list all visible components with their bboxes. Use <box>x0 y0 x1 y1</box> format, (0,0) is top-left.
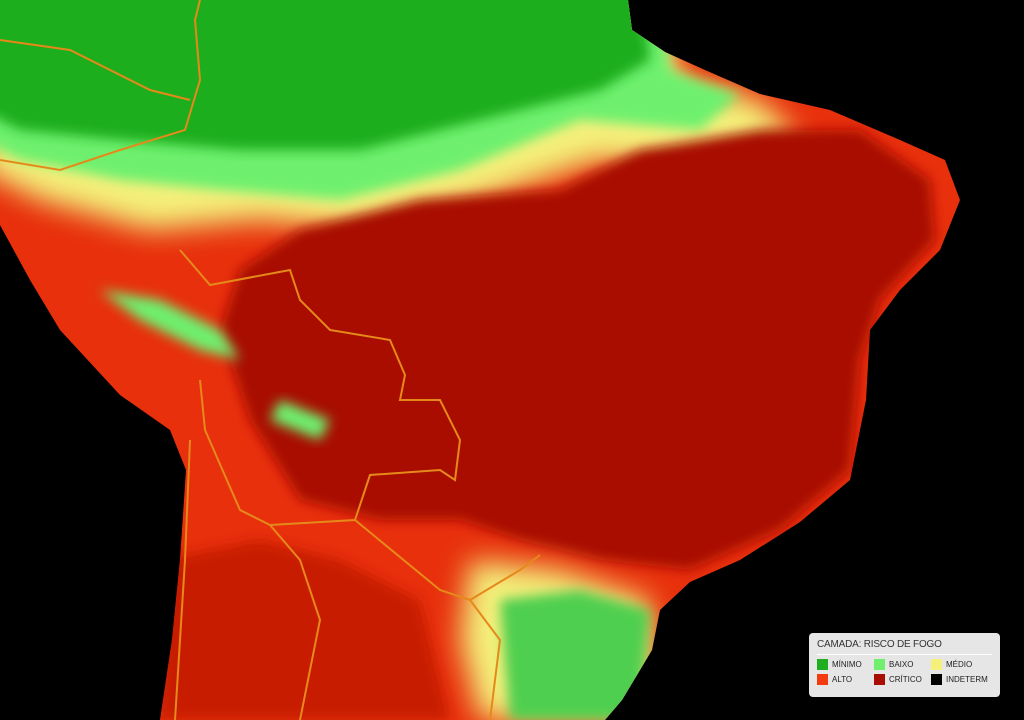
legend-label: INDETERMINADO <box>946 675 988 684</box>
legend-swatch <box>817 659 828 670</box>
legend-label: BAIXO <box>889 660 914 669</box>
legend-title: CAMADA: RISCO DE FOGO <box>817 639 992 655</box>
legend-item: CRÍTICO <box>874 674 931 685</box>
legend-label: MÉDIO <box>946 660 973 669</box>
legend-item: MÍNIMO <box>817 659 874 670</box>
legend-label: MÍNIMO <box>832 660 862 669</box>
legend-swatch <box>874 659 885 670</box>
legend-swatch <box>874 674 885 685</box>
legend-swatch <box>931 674 942 685</box>
legend-label: ALTO <box>832 675 853 684</box>
legend-item: MÉDIO <box>931 659 988 670</box>
borders <box>0 0 541 720</box>
legend-item: ALTO <box>817 674 874 685</box>
legend-items: MÍNIMO BAIXO MÉDIO ALTO CRÍTICO INDETERMINADO <box>817 659 992 685</box>
legend-label: CRÍTICO <box>889 675 922 684</box>
legend-item: BAIXO <box>874 659 931 670</box>
legend-swatch <box>931 659 942 670</box>
legend-item: INDETERMINADO <box>931 674 988 685</box>
legend-swatch <box>817 674 828 685</box>
legend: CAMADA: RISCO DE FOGO MÍNIMO BAIXO MÉDIO AL… <box>809 633 1000 697</box>
